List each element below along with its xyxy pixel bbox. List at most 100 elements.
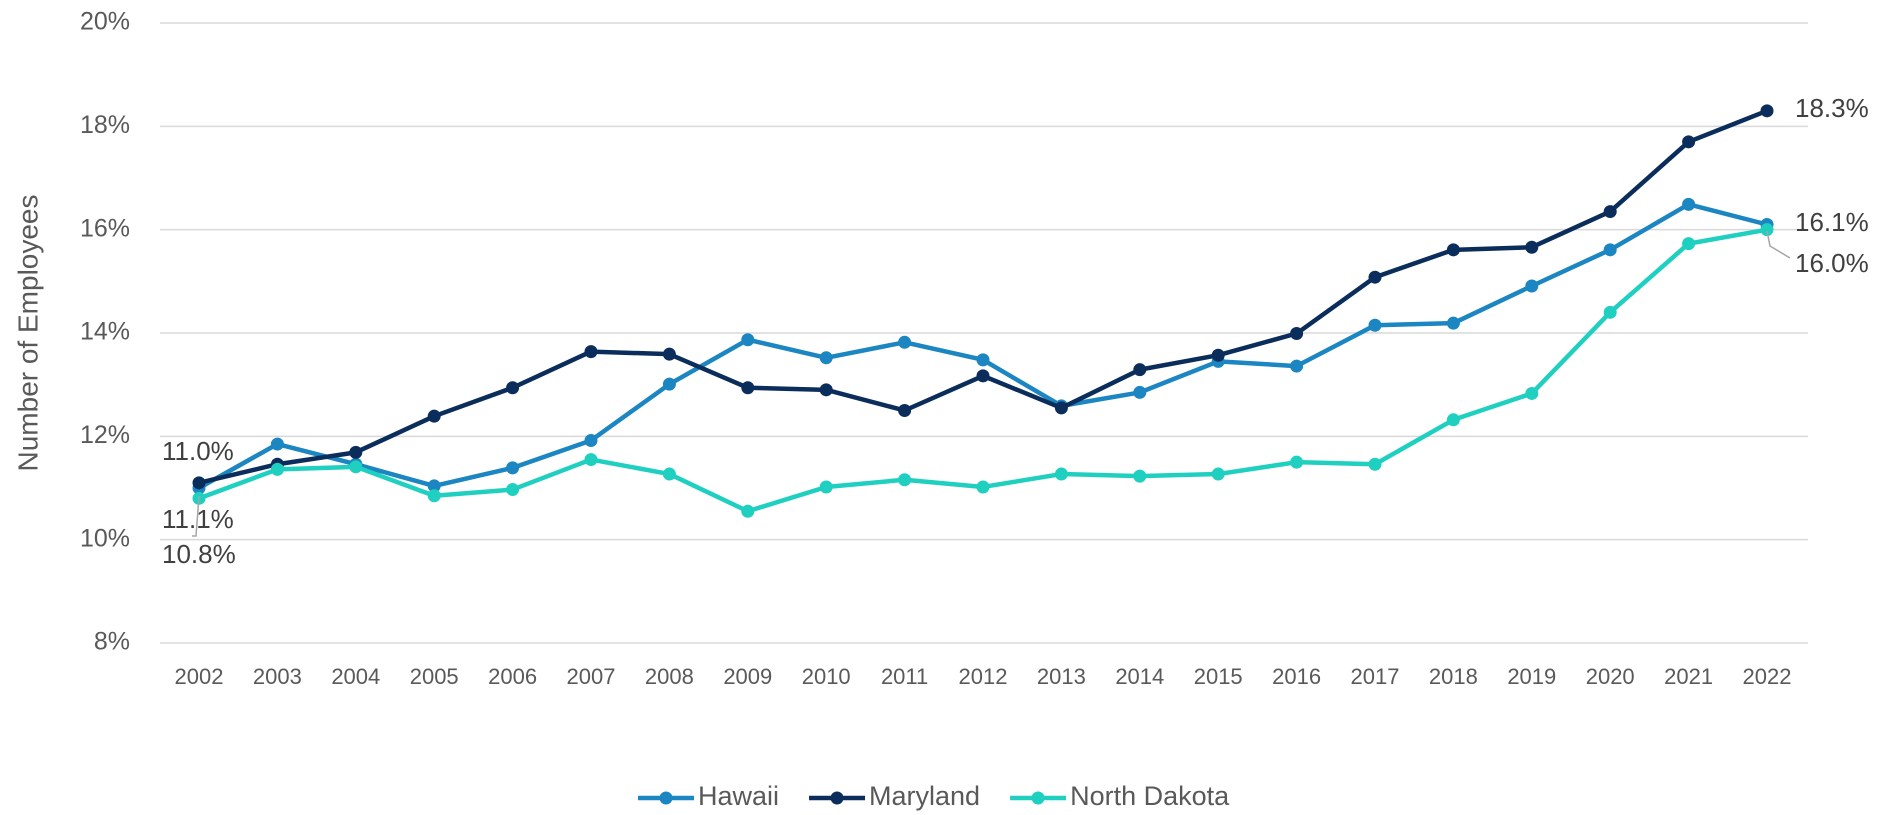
x-tick-label: 2004 xyxy=(331,664,380,689)
x-tick-label: 2020 xyxy=(1586,664,1635,689)
point xyxy=(1525,386,1539,400)
y-tick-label: 12% xyxy=(80,421,130,449)
data-label: 16.0% xyxy=(1795,248,1869,278)
point xyxy=(506,381,520,395)
point xyxy=(819,480,833,494)
legend-marker xyxy=(1031,791,1045,805)
point xyxy=(819,351,833,365)
point xyxy=(1682,237,1696,251)
point xyxy=(1290,327,1304,341)
point xyxy=(427,489,441,503)
point xyxy=(976,353,990,367)
x-tick-label: 2014 xyxy=(1115,664,1164,689)
point xyxy=(662,347,676,361)
point xyxy=(1525,279,1539,293)
x-tick-label: 2018 xyxy=(1429,664,1478,689)
point xyxy=(1760,104,1774,118)
x-tick-label: 2008 xyxy=(645,664,694,689)
point xyxy=(819,383,833,397)
legend-label: North Dakota xyxy=(1070,781,1230,811)
legend-label: Hawaii xyxy=(698,781,779,811)
y-tick-label: 10% xyxy=(80,524,130,552)
point xyxy=(1211,348,1225,362)
x-tick-label: 2007 xyxy=(567,664,616,689)
y-axis-label: Number of Employees xyxy=(12,194,43,471)
leader-line xyxy=(192,495,200,537)
data-label: 11.0% xyxy=(162,436,234,466)
x-tick-label: 2021 xyxy=(1664,664,1713,689)
point xyxy=(192,476,206,490)
y-tick-label: 18% xyxy=(80,111,130,139)
point xyxy=(1290,359,1304,373)
point xyxy=(349,460,363,474)
point xyxy=(1211,467,1225,481)
x-tick-label: 2016 xyxy=(1272,664,1321,689)
point xyxy=(741,504,755,518)
x-tick-label: 2010 xyxy=(802,664,851,689)
point xyxy=(1054,401,1068,415)
point xyxy=(662,377,676,391)
point xyxy=(349,445,363,459)
legend-label: Maryland xyxy=(869,781,980,811)
point xyxy=(1682,135,1696,149)
point xyxy=(584,433,598,447)
x-tick-label: 2009 xyxy=(723,664,772,689)
x-tick-label: 2015 xyxy=(1194,664,1243,689)
point xyxy=(1368,457,1382,471)
point xyxy=(898,404,912,417)
x-tick-label: 2019 xyxy=(1507,664,1556,689)
point xyxy=(1603,205,1617,219)
x-tick-label: 2005 xyxy=(410,664,459,689)
point xyxy=(1682,197,1696,211)
y-tick-label: 20% xyxy=(80,8,130,36)
data-label: 16.1% xyxy=(1795,207,1869,237)
legend-marker xyxy=(830,791,844,805)
point xyxy=(741,381,755,395)
point xyxy=(1054,467,1068,481)
point xyxy=(976,369,990,383)
leader-line xyxy=(1766,230,1791,259)
x-tick-label: 2022 xyxy=(1743,664,1792,689)
point xyxy=(898,473,912,487)
x-tick-label: 2013 xyxy=(1037,664,1086,689)
point xyxy=(976,480,990,494)
x-tick-label: 2003 xyxy=(253,664,302,689)
point xyxy=(270,437,284,451)
data-label: 10.8% xyxy=(162,539,236,569)
point xyxy=(584,453,598,467)
point xyxy=(1760,223,1774,237)
y-tick-label: 14% xyxy=(80,318,130,346)
point xyxy=(1368,270,1382,284)
y-tick-label: 8% xyxy=(94,628,130,656)
point xyxy=(1603,243,1617,257)
point xyxy=(427,409,441,423)
point xyxy=(741,333,755,347)
data-label: 18.3% xyxy=(1795,93,1869,123)
point xyxy=(1603,305,1617,319)
point xyxy=(1368,318,1382,332)
point xyxy=(1133,363,1147,377)
point xyxy=(1290,455,1304,469)
y-tick-label: 16% xyxy=(80,214,130,242)
x-tick-label: 2006 xyxy=(488,664,537,689)
point xyxy=(1446,316,1460,330)
point xyxy=(1133,385,1147,399)
x-tick-label: 2002 xyxy=(175,664,224,689)
point xyxy=(662,467,676,481)
series-line xyxy=(198,108,1768,486)
point xyxy=(1446,243,1460,257)
x-tick-label: 2011 xyxy=(881,664,928,689)
point xyxy=(898,335,912,349)
point xyxy=(270,462,284,476)
point xyxy=(1446,413,1460,427)
point xyxy=(584,345,598,359)
point xyxy=(1525,240,1539,254)
point xyxy=(1133,469,1147,483)
point xyxy=(506,483,520,497)
legend-marker xyxy=(659,791,673,805)
x-tick-label: 2012 xyxy=(959,664,1008,689)
point xyxy=(427,479,441,493)
x-tick-label: 2017 xyxy=(1351,664,1400,689)
point xyxy=(506,461,520,475)
